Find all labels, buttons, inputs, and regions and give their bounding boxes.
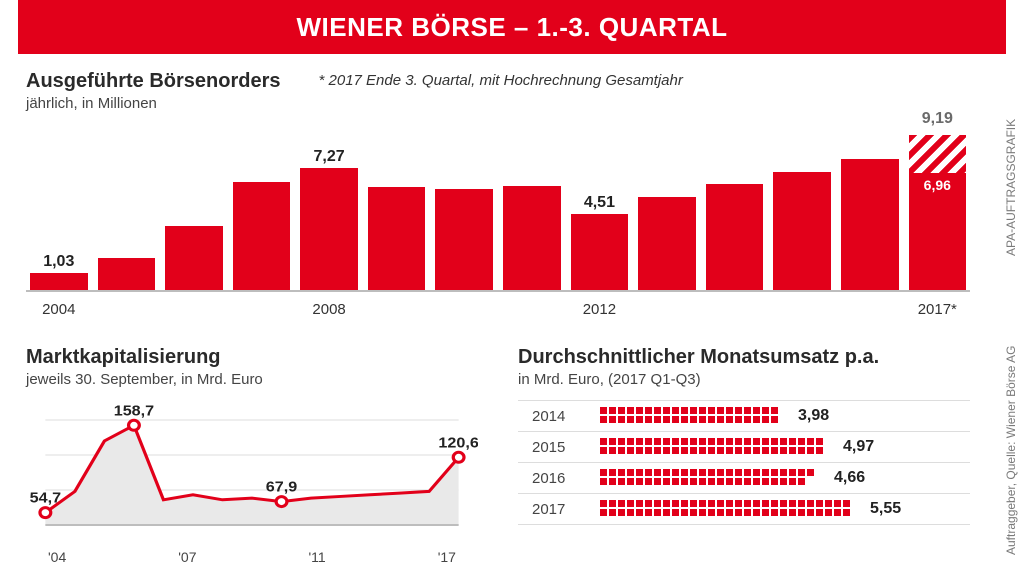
barchart-footnote: * 2017 Ende 3. Quartal, mit Hochrechnung… <box>319 72 683 89</box>
bar-value-label: 9,19 <box>922 110 953 128</box>
xaxis-tick <box>368 301 426 318</box>
xaxis-tick: '04 <box>48 549 66 565</box>
line-marker <box>129 420 140 430</box>
dot-squares <box>600 469 816 487</box>
dot-chart: 2014 3,98 2015 4,97 2016 4,66 2017 5,55 <box>518 400 970 525</box>
dot-row-value: 3,98 <box>798 407 829 425</box>
dot-row-year: 2016 <box>532 470 582 487</box>
bar <box>233 132 291 290</box>
xaxis-tick <box>841 301 899 318</box>
xaxis-tick: 2017* <box>909 301 967 318</box>
linechart-title: Marktkapitalisierung <box>26 346 478 369</box>
bar <box>706 132 764 290</box>
xaxis-tick: '07 <box>178 549 196 565</box>
xaxis-tick <box>773 301 831 318</box>
dot-squares <box>600 500 852 518</box>
line-value-label: 158,7 <box>114 403 154 419</box>
bar <box>773 132 831 290</box>
xaxis-tick <box>638 301 696 318</box>
xaxis-tick <box>706 301 764 318</box>
line-value-label: 120,6 <box>438 435 478 451</box>
bar <box>98 132 156 290</box>
xaxis-tick <box>233 301 291 318</box>
line-marker <box>276 497 287 507</box>
dot-row-year: 2014 <box>532 408 582 425</box>
barchart-subtitle: jährlich, in Millionen <box>26 95 281 112</box>
dot-squares <box>600 438 825 456</box>
bar <box>638 132 696 290</box>
dotchart-subtitle: in Mrd. Euro, (2017 Q1-Q3) <box>518 371 970 388</box>
bar-value-label: 6,96 <box>924 177 951 193</box>
dot-row-value: 4,97 <box>843 438 874 456</box>
bar-projection <box>909 135 967 173</box>
bar <box>503 132 561 290</box>
line-chart: 54,7 158,7 67,9 120,6 '04 '07 '11 '17 <box>26 398 478 573</box>
line-value-label: 67,9 <box>266 479 298 495</box>
dot-row-value: 5,55 <box>870 500 901 518</box>
xaxis-tick <box>435 301 493 318</box>
dot-row: 2017 5,55 <box>518 494 970 525</box>
xaxis-tick: '17 <box>438 549 456 565</box>
line-marker <box>453 452 464 462</box>
dot-row-value: 4,66 <box>834 469 865 487</box>
bar: 9,196,96 <box>909 132 967 290</box>
xaxis-tick: 2012 <box>571 301 629 318</box>
line-value-label: 54,7 <box>30 490 61 506</box>
xaxis-tick: 2004 <box>30 301 88 318</box>
bar-chart: 1,03 7,27 4,51 9,196,96 2004 2008 2012 2017* <box>26 118 970 318</box>
bar <box>165 132 223 290</box>
bar-value-label: 1,03 <box>43 253 74 271</box>
xaxis-tick <box>98 301 156 318</box>
bar-value-label: 4,51 <box>584 194 615 212</box>
line-marker <box>40 508 51 518</box>
bar <box>841 132 899 290</box>
bar: 1,03 <box>30 132 88 290</box>
dot-row-year: 2017 <box>532 501 582 518</box>
bar-value-label: 7,27 <box>314 148 345 166</box>
bar <box>368 132 426 290</box>
bar <box>435 132 493 290</box>
dot-squares <box>600 407 780 425</box>
dot-row-year: 2015 <box>532 439 582 456</box>
dot-row: 2015 4,97 <box>518 432 970 463</box>
xaxis-tick <box>503 301 561 318</box>
dot-row: 2016 4,66 <box>518 463 970 494</box>
bar: 4,51 <box>571 132 629 290</box>
dotchart-title: Durchschnittlicher Monatsumsatz p.a. <box>518 346 970 369</box>
dot-row: 2014 3,98 <box>518 401 970 432</box>
xaxis-tick: 2008 <box>300 301 358 318</box>
bar: 7,27 <box>300 132 358 290</box>
linechart-subtitle: jeweils 30. September, in Mrd. Euro <box>26 371 478 388</box>
page-title: WIENER BÖRSE – 1.-3. QUARTAL <box>18 0 1006 54</box>
xaxis-tick: '11 <box>309 549 326 565</box>
xaxis-tick <box>165 301 223 318</box>
barchart-title: Ausgeführte Börsenorders <box>26 70 281 93</box>
